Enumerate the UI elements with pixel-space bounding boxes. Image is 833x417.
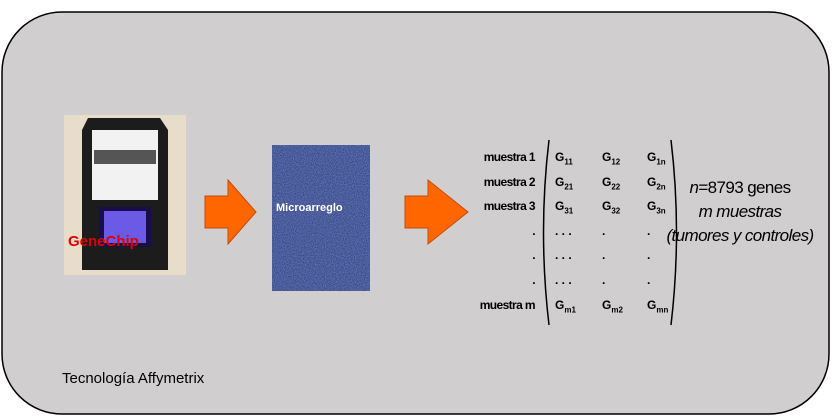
- cell-base: . . .: [555, 248, 572, 262]
- chip-label: GeneChip: [68, 233, 139, 250]
- matrix-cell: .: [602, 248, 605, 262]
- matrix-cell: Gmn: [647, 298, 668, 314]
- row-label: .: [532, 273, 535, 287]
- cell-base: .: [647, 224, 650, 238]
- cell-base: G: [555, 150, 564, 164]
- row-label: muestra m: [480, 298, 535, 312]
- samples-note: (tumores y controles): [655, 226, 825, 246]
- matrix-cell: .: [602, 273, 605, 287]
- row-label: .: [532, 248, 535, 262]
- cell-base: G: [602, 150, 611, 164]
- matrix-cell: G12: [602, 150, 620, 166]
- matrix-cell: G32: [602, 199, 620, 215]
- cell-sub: 31: [564, 207, 573, 216]
- matrix-cell: .: [647, 273, 650, 287]
- cell-base: .: [602, 224, 605, 238]
- cell-base: .: [647, 273, 650, 287]
- cell-base: G: [555, 199, 564, 213]
- cell-base: .: [602, 248, 605, 262]
- cell-base: G: [602, 199, 611, 213]
- cell-sub: 21: [564, 182, 573, 191]
- matrix-cell: Gm1: [555, 298, 576, 314]
- cell-base: G: [602, 175, 611, 189]
- cell-base: G: [647, 298, 656, 312]
- matrix-cell: G11: [555, 150, 573, 166]
- matrix-cell: Gm2: [602, 298, 623, 314]
- matrix-cell: G21: [555, 175, 573, 191]
- genes-text: =8793 genes: [698, 178, 790, 197]
- cell-base: G: [647, 150, 656, 164]
- cell-sub: m1: [564, 305, 576, 314]
- genes-count: n=8793 genes: [655, 178, 825, 198]
- row-label: .: [532, 224, 535, 238]
- matrix-cell: .: [647, 248, 650, 262]
- matrix-cell: . . .: [555, 224, 572, 238]
- footer: Tecnología Affymetrix: [62, 370, 204, 387]
- matrix-cell: G22: [602, 175, 620, 191]
- cell-sub: 12: [611, 157, 620, 166]
- cell-base: G: [555, 298, 564, 312]
- microarray-label: Microarreglo: [276, 202, 343, 214]
- cell-base: G: [602, 298, 611, 312]
- matrix-cell: .: [647, 224, 650, 238]
- row-label: muestra 3: [484, 199, 535, 213]
- samples: m muestras: [655, 202, 825, 222]
- cell-sub: mn: [656, 305, 668, 314]
- matrix-cell: G1n: [647, 150, 666, 166]
- matrix-cell: .: [602, 224, 605, 238]
- matrix-cell: G31: [555, 199, 573, 215]
- genes-var: n: [689, 178, 698, 197]
- cell-sub: 11: [564, 157, 572, 166]
- cell-base: .: [602, 273, 605, 287]
- row-label: muestra 2: [484, 175, 535, 189]
- diagram: GeneChip Microarreglo muestra 1G11G12G1n…: [0, 0, 833, 417]
- row-label: muestra 1: [484, 150, 535, 164]
- matrix-cell: . . .: [555, 248, 572, 262]
- cell-sub: 32: [611, 207, 620, 216]
- chip-image: [64, 115, 186, 275]
- cell-base: . . .: [555, 273, 572, 287]
- matrix-cell: . . .: [555, 273, 572, 287]
- microarray-texture: [272, 145, 370, 291]
- cell-sub: 1n: [656, 157, 665, 166]
- cell-sub: m2: [611, 305, 623, 314]
- cell-base: . . .: [555, 224, 572, 238]
- cell-sub: 22: [611, 182, 620, 191]
- cell-base: .: [647, 248, 650, 262]
- cell-base: G: [555, 175, 564, 189]
